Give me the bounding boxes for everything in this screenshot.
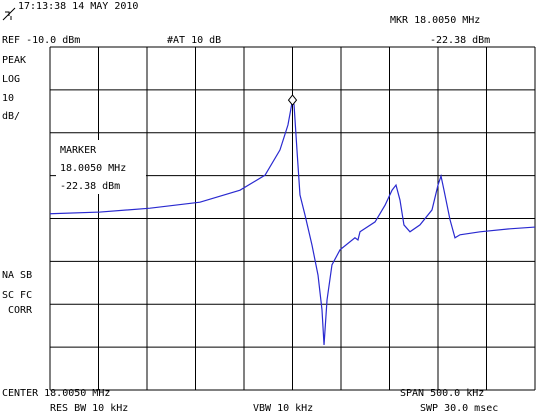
- sweep-time: SWP 30.0 msec: [420, 403, 498, 413]
- center-frequency: CENTER 18.0050 MHz: [2, 388, 110, 399]
- resolution-bandwidth: RES BW 10 kHz: [50, 403, 128, 413]
- marker-box-line: -22.38 dBm: [60, 181, 120, 192]
- marker-box-line: MARKER: [60, 145, 97, 156]
- mode-line: 10: [2, 93, 14, 104]
- span: SPAN 500.0 kHz: [400, 388, 484, 399]
- timestamp: 17:13:38 14 MAY 2010: [18, 1, 138, 12]
- marker-amplitude: -22.38 dBm: [430, 35, 490, 46]
- status-line: CORR: [8, 305, 33, 316]
- mode-line: LOG: [2, 74, 20, 85]
- marker-box-line: 18.0050 MHz: [60, 163, 126, 174]
- marker: [287, 94, 298, 106]
- marker-frequency: MKR 18.0050 MHz: [390, 15, 480, 26]
- mode-line: PEAK: [2, 55, 26, 66]
- video-bandwidth: VBW 10 kHz: [253, 403, 313, 413]
- mode-line: dB/: [2, 111, 20, 122]
- trace: [49, 99, 536, 346]
- status-line: NA SB: [2, 270, 32, 281]
- logo: [2, 7, 16, 21]
- ref-level: REF -10.0 dBm: [2, 35, 80, 46]
- attenuation: #AT 10 dB: [167, 35, 221, 46]
- status-line: SC FC: [2, 290, 32, 301]
- marker-box-bg: [56, 140, 146, 194]
